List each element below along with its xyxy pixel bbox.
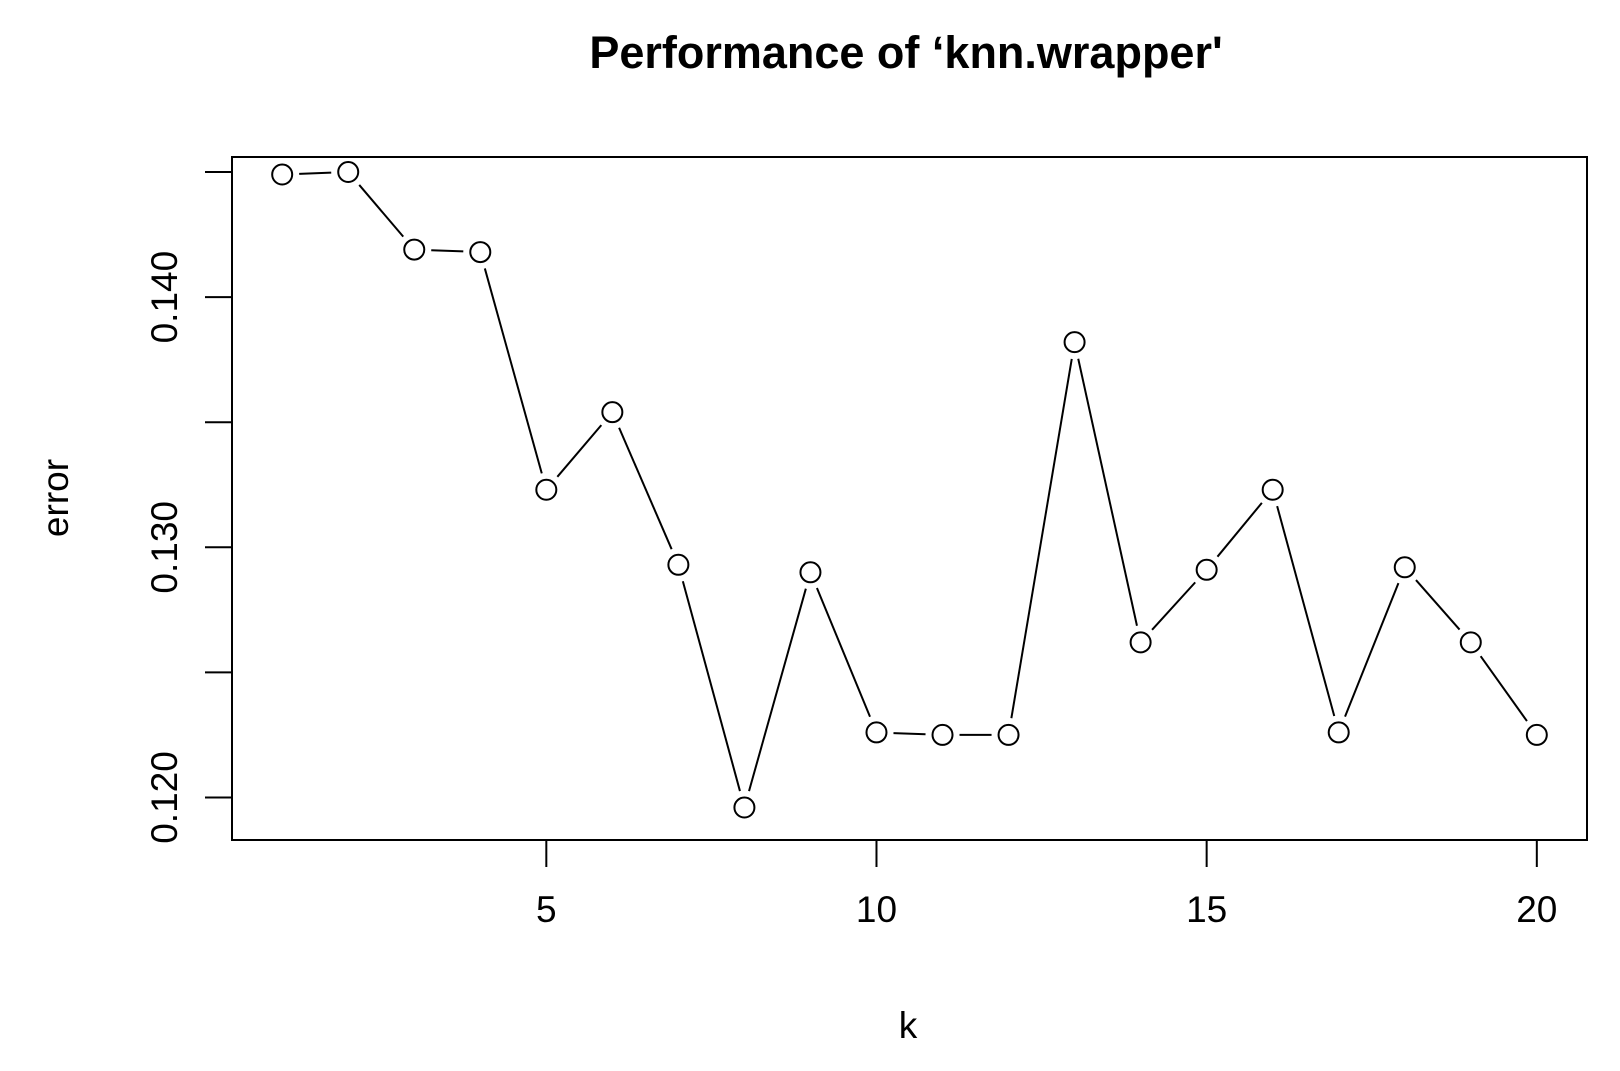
- data-point: [931, 723, 954, 746]
- y-tick-label: 0.120: [144, 751, 185, 844]
- series-line-segment: [1415, 579, 1461, 631]
- series-line-segment: [1344, 582, 1400, 718]
- data-point: [1261, 478, 1284, 501]
- data-point: [1063, 331, 1086, 354]
- data-point: [997, 723, 1020, 746]
- series-line-segment: [431, 249, 464, 253]
- data-point: [271, 163, 294, 186]
- data-point: [667, 553, 690, 576]
- data-point: [1327, 721, 1350, 744]
- data-point: [865, 721, 888, 744]
- series-line-segment: [1479, 655, 1528, 722]
- axes: 5 10 15 20 0.120 0.130 0.140: [144, 171, 1557, 930]
- series-line-segment: [483, 268, 543, 474]
- data-point: [337, 161, 360, 184]
- data-point: [733, 796, 756, 819]
- data-point: [1393, 556, 1416, 579]
- data-point: [601, 401, 624, 424]
- plot-frame: [231, 156, 1588, 841]
- series-line-segment: [556, 424, 603, 478]
- series-line-segment: [1216, 502, 1263, 558]
- y-tick-label: 0.140: [144, 251, 185, 344]
- data-point: [403, 238, 426, 261]
- data-point: [1525, 723, 1548, 746]
- x-axis-label: k: [899, 1005, 918, 1046]
- series-layer: [271, 161, 1548, 819]
- data-point: [535, 478, 558, 501]
- series-line-segment: [1276, 505, 1336, 717]
- series-line-segment: [1151, 581, 1196, 631]
- series-line-segment: [748, 588, 807, 792]
- series-line-segment: [1077, 358, 1138, 626]
- x-tick-label: 15: [1186, 889, 1227, 930]
- y-axis-label: error: [35, 459, 76, 537]
- data-point: [1459, 631, 1482, 654]
- data-point: [799, 561, 822, 584]
- series-line-segment: [816, 587, 871, 718]
- data-point: [469, 241, 492, 264]
- series-line-segment: [618, 427, 673, 550]
- series-line-segment: [681, 580, 741, 792]
- series-line-segment: [1010, 358, 1073, 719]
- series-line-segment: [358, 184, 404, 238]
- data-point: [1129, 631, 1152, 654]
- series-line-segment: [893, 732, 926, 736]
- data-point: [1195, 558, 1218, 581]
- x-tick-label: 5: [536, 889, 557, 930]
- series-line-segment: [299, 171, 332, 175]
- x-tick-label: 20: [1516, 889, 1557, 930]
- y-tick-label: 0.130: [144, 501, 185, 594]
- x-tick-label: 10: [856, 889, 897, 930]
- chart-title: Performance of ‘knn.wrapper': [589, 27, 1222, 78]
